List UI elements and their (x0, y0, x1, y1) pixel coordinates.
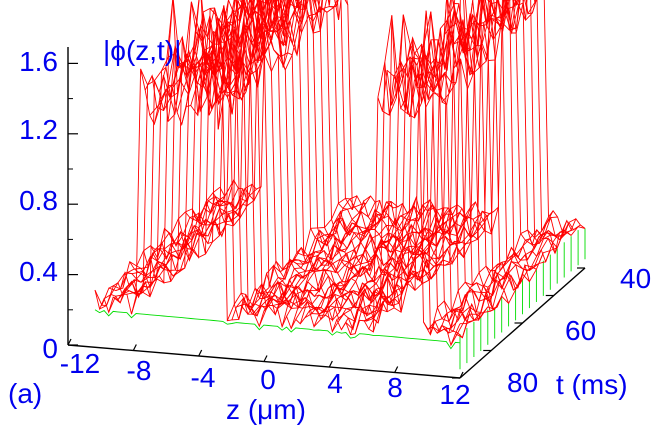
surface-mesh-line (281, 212, 408, 327)
x-axis-title: z (μm) (226, 394, 306, 425)
x-tick-label: 12 (439, 379, 470, 410)
x-axis-tick (394, 366, 399, 373)
x-axis-tick (67, 338, 72, 346)
z-tick-label: 1.2 (19, 114, 58, 145)
surface-mesh-line (459, 226, 586, 325)
surface-mesh-line (167, 0, 291, 122)
surface-mesh-line (432, 216, 558, 333)
surface-mesh-line (455, 224, 581, 339)
surface-mesh-line (336, 208, 463, 321)
surface-mesh-line (341, 211, 467, 330)
surface-mesh-line (354, 214, 481, 334)
surface-mesh-line (391, 0, 518, 111)
surface-mesh-line (427, 210, 554, 330)
x-axis-tick (328, 360, 333, 368)
surface-mesh-line (400, 0, 517, 119)
x-tick-label: 4 (327, 368, 343, 399)
axes (67, 47, 586, 379)
z-tick-label: 0.4 (19, 256, 58, 287)
surface-mesh-line (117, 188, 244, 301)
x-tick-label: -12 (60, 348, 100, 379)
surface-mesh-line (263, 204, 390, 312)
surface-mesh-line (103, 188, 230, 300)
x-tick-label: -8 (127, 355, 152, 386)
surface-mesh-line (112, 188, 239, 304)
y-axis-title: t (ms) (556, 369, 628, 400)
surface-mesh-line (158, 0, 283, 104)
y-tick-label: 80 (507, 367, 538, 398)
surface-mesh-line (122, 197, 248, 296)
surface-underside-line (94, 309, 461, 350)
surface-mesh-line (94, 186, 221, 307)
x-tick-label: -4 (191, 362, 216, 393)
surface-mesh-line (131, 188, 257, 315)
surface-mesh-line (236, 203, 362, 312)
surface-mesh-line (450, 218, 577, 346)
x-axis-tick (198, 349, 203, 357)
surface-mesh-line (153, 0, 280, 125)
surface-mesh-line (108, 179, 235, 313)
surface-mesh-line (404, 0, 521, 100)
surface-mesh-line (386, 0, 508, 79)
surface-mesh-line (327, 213, 453, 313)
x-axis-tick (263, 355, 268, 362)
z-tick-label: 1.6 (19, 46, 58, 77)
x-axis-tick (132, 344, 137, 351)
surface-mesh-line (194, 0, 321, 103)
surface-mesh-line (172, 0, 298, 88)
surface-mesh-line (418, 0, 525, 109)
surface-mesh-line (304, 199, 431, 319)
surface-mesh (94, 0, 586, 370)
panel-label: (a) (8, 378, 42, 409)
surface-mesh-line (414, 0, 537, 104)
surface-mesh-line (309, 207, 435, 313)
x-tick-label: 8 (387, 372, 403, 403)
surface-mesh-line (222, 0, 349, 102)
surface-mesh-line (359, 222, 485, 322)
surface-mesh-line (363, 210, 490, 324)
surface-mesh-line (135, 186, 262, 298)
surface-mesh-line (258, 213, 385, 327)
surface-mesh-line (377, 0, 498, 98)
surface-mesh-line (423, 216, 549, 336)
surface-mesh-line (126, 184, 253, 295)
surface-mesh-line (144, 0, 244, 94)
z-tick-label: 0.8 (19, 185, 58, 216)
surface-mesh-line (268, 201, 394, 316)
surface-mesh-line (350, 201, 476, 335)
y-tick-label: 60 (565, 315, 596, 346)
z-tick-label: 0 (42, 333, 58, 364)
y-tick-label: 40 (620, 263, 651, 294)
z-axis-title: |ϕ(z,t)| (103, 35, 181, 66)
surface-mesh-line (254, 200, 381, 316)
surface-mesh-line (409, 0, 536, 117)
x-tick-label: 0 (260, 364, 276, 395)
surface-mesh-line (231, 195, 358, 321)
surface-mesh-line (372, 207, 499, 333)
surface-mesh-line (313, 203, 440, 328)
surface-mesh-line (99, 195, 225, 310)
surface-mesh-line (436, 229, 563, 334)
surface-mesh-line (322, 207, 449, 311)
surface-mesh-line (368, 211, 495, 330)
surface-mesh-line (162, 0, 267, 100)
